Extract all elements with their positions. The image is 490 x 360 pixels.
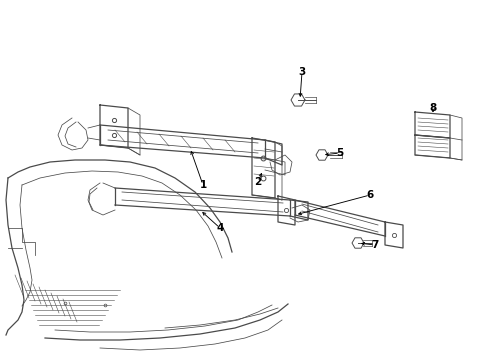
- Text: 1: 1: [199, 180, 207, 190]
- Text: 6: 6: [367, 190, 374, 200]
- Text: 2: 2: [254, 177, 262, 187]
- Text: 5: 5: [336, 148, 343, 158]
- Text: 7: 7: [371, 240, 379, 250]
- Text: 4: 4: [216, 223, 224, 233]
- Text: 3: 3: [298, 67, 306, 77]
- Text: 8: 8: [429, 103, 437, 113]
